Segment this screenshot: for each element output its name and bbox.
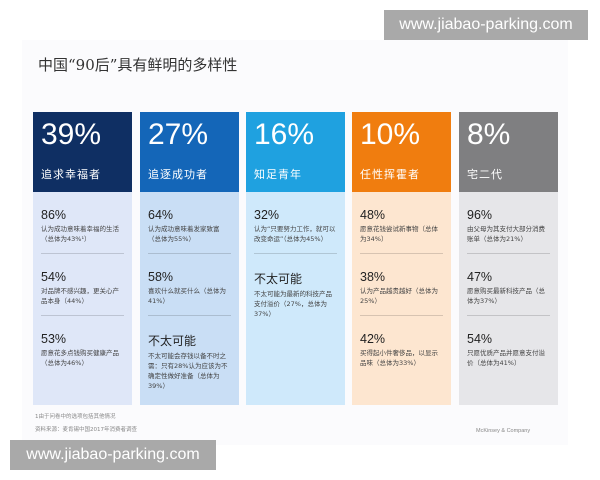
watermark-top: www.jiabao-parking.com	[384, 10, 588, 40]
stat-value: 42%	[360, 332, 386, 346]
stat-text: 认为产品越贵越好（总体为25%）	[360, 287, 438, 305]
segment-column: 16% 知足青年 32% 认为“只要努力工作，就可以改变命运”（总体为45%） …	[246, 112, 345, 405]
stat-text: 只愿优质产品并愿意支付溢价（总体为41%）	[467, 349, 545, 367]
segment-body: 64% 认为成功意味着发家致富（总体为55%） 58% 喜欢什么就买什么（总体为…	[140, 192, 239, 405]
stat-value: 不太可能	[254, 272, 303, 286]
stat-item: 58% 喜欢什么就买什么（总体为41%）	[148, 254, 231, 316]
stat-value: 38%	[360, 270, 386, 284]
segment-name: 追逐成功者	[148, 168, 208, 181]
segment-body: 48% 愿意花钱尝试新事物（总体为34%） 38% 认为产品越贵越好（总体为25…	[352, 192, 451, 405]
stat-text: 认为成功意味着发家致富（总体为55%）	[148, 225, 220, 243]
segment-share: 16%	[254, 118, 315, 151]
segment-column: 8% 宅二代 96% 由父母为其支付大部分消费账单（总体为21%） 47% 愿意…	[459, 112, 558, 405]
segment-share: 27%	[148, 118, 209, 151]
stat-item: 不太可能 不太可能会存钱以备不时之需：只有28%认为应该为不确定性做好准备（总体…	[148, 316, 231, 399]
segment-header: 27% 追逐成功者	[140, 112, 239, 192]
segment-column: 39% 追求幸福者 86% 认为成功意味着幸福的生活（总体为43%¹） 54% …	[33, 112, 132, 405]
segment-header: 39% 追求幸福者	[33, 112, 132, 192]
stat-value: 86%	[41, 208, 67, 222]
stat-text: 认为成功意味着幸福的生活（总体为43%¹）	[41, 225, 119, 243]
stat-value: 53%	[41, 332, 67, 346]
stat-value: 58%	[148, 270, 174, 284]
stat-value: 不太可能	[148, 334, 197, 348]
footnote: 1由于问卷中的选项包括其他情况	[35, 414, 116, 420]
segment-column: 27% 追逐成功者 64% 认为成功意味着发家致富（总体为55%） 58% 喜欢…	[140, 112, 239, 405]
segment-name: 追求幸福者	[41, 168, 101, 181]
stat-value: 54%	[467, 332, 493, 346]
stat-item: 38% 认为产品越贵越好（总体为25%）	[360, 254, 443, 316]
stat-text: 由父母为其支付大部分消费账单（总体为21%）	[467, 225, 545, 243]
stat-item: 96% 由父母为其支付大部分消费账单（总体为21%）	[467, 192, 550, 254]
segment-share: 10%	[360, 118, 421, 151]
stat-item: 54% 对品牌不感兴趣，更关心产品本身（44%）	[41, 254, 124, 316]
segment-name: 任性挥霍者	[360, 168, 420, 181]
segment-header: 8% 宅二代	[459, 112, 558, 192]
stat-text: 愿意购买最新科技产品（总体为37%）	[467, 287, 545, 305]
stat-value: 96%	[467, 208, 493, 222]
credit: McKinsey & Company	[476, 428, 531, 434]
stat-text: 愿意花多点钱购买健康产品（总体为46%）	[41, 349, 119, 367]
segment-share: 39%	[41, 118, 102, 151]
segment-body: 96% 由父母为其支付大部分消费账单（总体为21%） 47% 愿意购买最新科技产…	[459, 192, 558, 405]
segment-name: 宅二代	[467, 168, 503, 181]
stat-item: 53% 愿意花多点钱购买健康产品（总体为46%）	[41, 316, 124, 378]
segment-column: 10% 任性挥霍者 48% 愿意花钱尝试新事物（总体为34%） 38% 认为产品…	[352, 112, 451, 405]
watermark-bottom: www.jiabao-parking.com	[10, 440, 216, 470]
stat-text: 买得起小件奢侈品，以显示品味（总体为33%）	[360, 349, 438, 367]
stat-value: 54%	[41, 270, 67, 284]
stat-text: 不太可能会存钱以备不时之需：只有28%认为应该为不确定性做好准备（总体为39%）	[148, 352, 228, 390]
stat-item: 86% 认为成功意味着幸福的生活（总体为43%¹）	[41, 192, 124, 254]
page-title: 中国“90后”具有鲜明的多样性	[38, 56, 238, 74]
stat-item: 32% 认为“只要努力工作，就可以改变命运”（总体为45%）	[254, 192, 337, 254]
stat-text: 愿意花钱尝试新事物（总体为34%）	[360, 225, 438, 243]
segment-header: 10% 任性挥霍者	[352, 112, 451, 192]
stat-value: 32%	[254, 208, 280, 222]
stat-item: 不太可能 不太可能为最新的科技产品支付溢价（27%，总体为37%）	[254, 254, 337, 327]
source-note: 资料来源：麦肯锡中国2017年消费者调查	[35, 427, 137, 433]
segment-name: 知足青年	[254, 168, 302, 181]
segment-share: 8%	[467, 118, 511, 151]
segment-body: 86% 认为成功意味着幸福的生活（总体为43%¹） 54% 对品牌不感兴趣，更关…	[33, 192, 132, 405]
stat-value: 47%	[467, 270, 493, 284]
stat-item: 42% 买得起小件奢侈品，以显示品味（总体为33%）	[360, 316, 443, 378]
stat-item: 54% 只愿优质产品并愿意支付溢价（总体为41%）	[467, 316, 550, 378]
stat-item: 64% 认为成功意味着发家致富（总体为55%）	[148, 192, 231, 254]
stat-text: 对品牌不感兴趣，更关心产品本身（44%）	[41, 287, 119, 305]
stat-text: 认为“只要努力工作，就可以改变命运”（总体为45%）	[254, 225, 336, 243]
stat-text: 喜欢什么就买什么（总体为41%）	[148, 287, 226, 305]
segment-body: 32% 认为“只要努力工作，就可以改变命运”（总体为45%） 不太可能 不太可能…	[246, 192, 345, 405]
stat-item: 47% 愿意购买最新科技产品（总体为37%）	[467, 254, 550, 316]
stat-item: 48% 愿意花钱尝试新事物（总体为34%）	[360, 192, 443, 254]
stat-value: 48%	[360, 208, 386, 222]
stat-text: 不太可能为最新的科技产品支付溢价（27%，总体为37%）	[254, 290, 332, 318]
segment-header: 16% 知足青年	[246, 112, 345, 192]
stat-value: 64%	[148, 208, 174, 222]
